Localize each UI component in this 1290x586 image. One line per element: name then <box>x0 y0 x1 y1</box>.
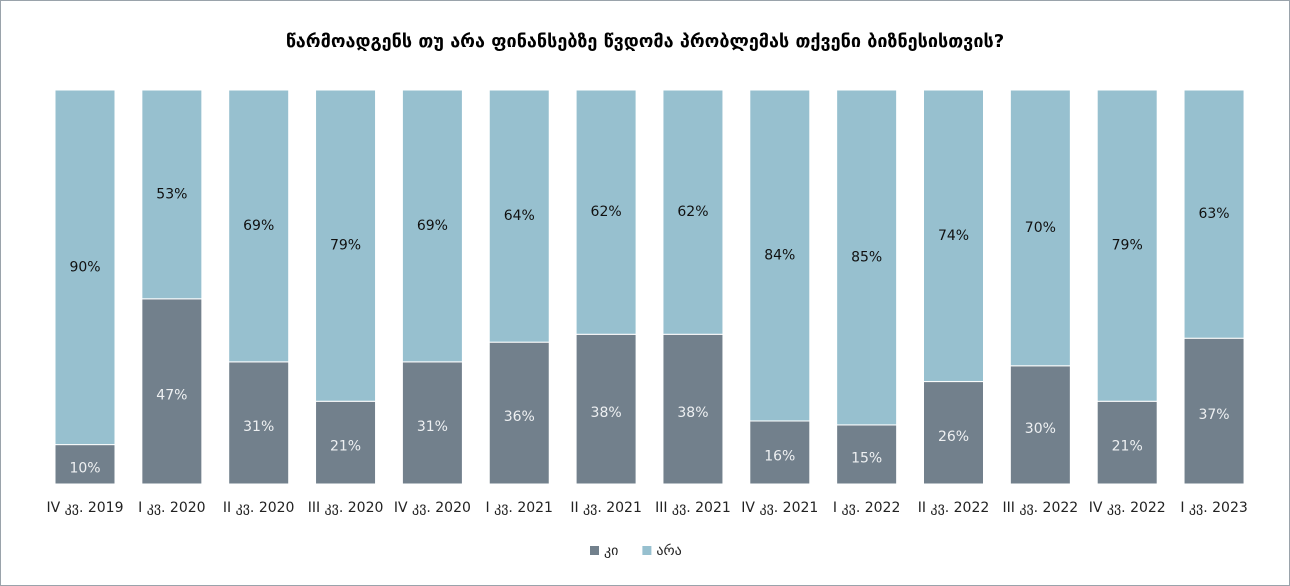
bar-segment <box>488 341 550 485</box>
bar-segment <box>315 89 377 402</box>
legend-label: არა <box>656 542 681 559</box>
bar-segment <box>1183 337 1245 485</box>
data-label: 64% <box>504 208 535 224</box>
chart-title: წარმოადგენს თუ არა ფინანსებზე წვდომა პრო… <box>286 31 1004 52</box>
bar-segment <box>141 298 203 485</box>
data-label: 70% <box>1025 220 1056 236</box>
data-label: 26% <box>938 429 969 445</box>
x-tick-label: IV კვ. 2020 <box>394 500 471 516</box>
x-tick-label: III კვ. 2020 <box>308 500 384 516</box>
bar-segment <box>662 333 724 485</box>
x-tick-label: III კვ. 2021 <box>655 500 731 516</box>
bar-segment <box>488 89 550 343</box>
legend-label: კი <box>604 543 618 559</box>
x-tick-label: II კვ. 2020 <box>223 500 295 516</box>
data-label: 16% <box>764 448 795 464</box>
data-label: 85% <box>851 249 882 265</box>
data-label: 62% <box>591 204 622 220</box>
bar-segment <box>401 89 463 363</box>
data-label: 21% <box>330 439 361 455</box>
x-tick-label: II კვ. 2022 <box>918 500 990 516</box>
x-tick-label: I კვ. 2020 <box>138 500 205 516</box>
data-label: 30% <box>1025 421 1056 437</box>
bar-segment <box>1096 89 1158 402</box>
bar-segment <box>749 89 811 422</box>
data-label: 69% <box>243 218 274 234</box>
data-label: 38% <box>591 405 622 421</box>
data-label: 38% <box>677 405 708 421</box>
data-label: 53% <box>156 186 187 202</box>
bar-segment <box>749 420 811 485</box>
data-label: 31% <box>417 419 448 435</box>
x-tick-label: IV კვ. 2021 <box>741 500 818 516</box>
x-tick-label: II კვ. 2021 <box>570 500 642 516</box>
data-label: 31% <box>243 419 274 435</box>
bar-segment <box>401 361 463 485</box>
data-label: 47% <box>156 387 187 403</box>
bar-segment <box>315 400 377 485</box>
data-label: 37% <box>1198 407 1229 423</box>
bar-segment <box>1096 400 1158 485</box>
x-tick-label: I კვ. 2021 <box>486 500 553 516</box>
bar-segment <box>662 89 724 335</box>
bar-segment <box>1183 89 1245 339</box>
bar-segment <box>141 89 203 300</box>
bar-segment <box>54 444 116 485</box>
x-tick-label: IV კვ. 2022 <box>1089 500 1166 516</box>
x-tick-label: IV კვ. 2019 <box>46 500 123 516</box>
bar-segment <box>836 89 898 426</box>
bar-segment <box>575 89 637 335</box>
data-label: 15% <box>851 450 882 466</box>
data-label: 69% <box>417 218 448 234</box>
data-label: 63% <box>1198 206 1229 222</box>
x-tick-label: I კვ. 2023 <box>1180 500 1247 516</box>
data-label: 90% <box>69 259 100 275</box>
x-tick-label: I კვ. 2022 <box>833 500 900 516</box>
bar-segment <box>836 424 898 485</box>
legend-swatch <box>590 546 599 555</box>
data-label: 79% <box>330 238 361 254</box>
data-label: 36% <box>504 409 535 425</box>
data-label: 21% <box>1112 439 1143 455</box>
bar-segment <box>228 89 290 363</box>
data-label: 84% <box>764 247 795 263</box>
data-label: 62% <box>677 204 708 220</box>
x-tick-label: III კვ. 2022 <box>1003 500 1079 516</box>
bar-segment <box>1009 89 1071 367</box>
bar-segment <box>54 89 116 446</box>
data-label: 74% <box>938 228 969 244</box>
bar-segment <box>228 361 290 485</box>
data-label: 10% <box>69 460 100 476</box>
data-label: 79% <box>1112 238 1143 254</box>
bar-segment <box>1009 365 1071 485</box>
bar-segment <box>923 89 984 383</box>
legend-swatch <box>642 546 652 555</box>
